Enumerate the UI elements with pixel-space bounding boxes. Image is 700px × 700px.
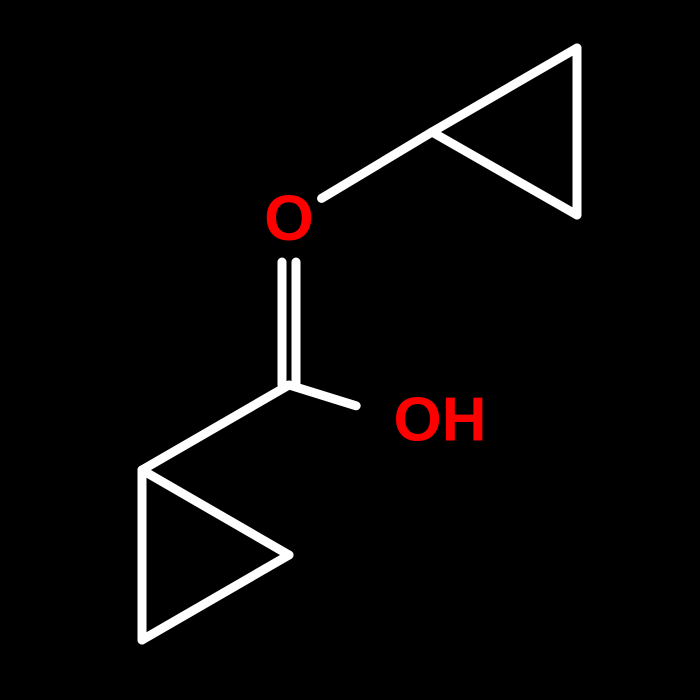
molecule-canvas: O OH xyxy=(0,0,700,700)
atom-label-o1: O xyxy=(264,181,314,255)
atom-label-oh: OH xyxy=(394,385,487,456)
bond-svg xyxy=(0,0,700,700)
